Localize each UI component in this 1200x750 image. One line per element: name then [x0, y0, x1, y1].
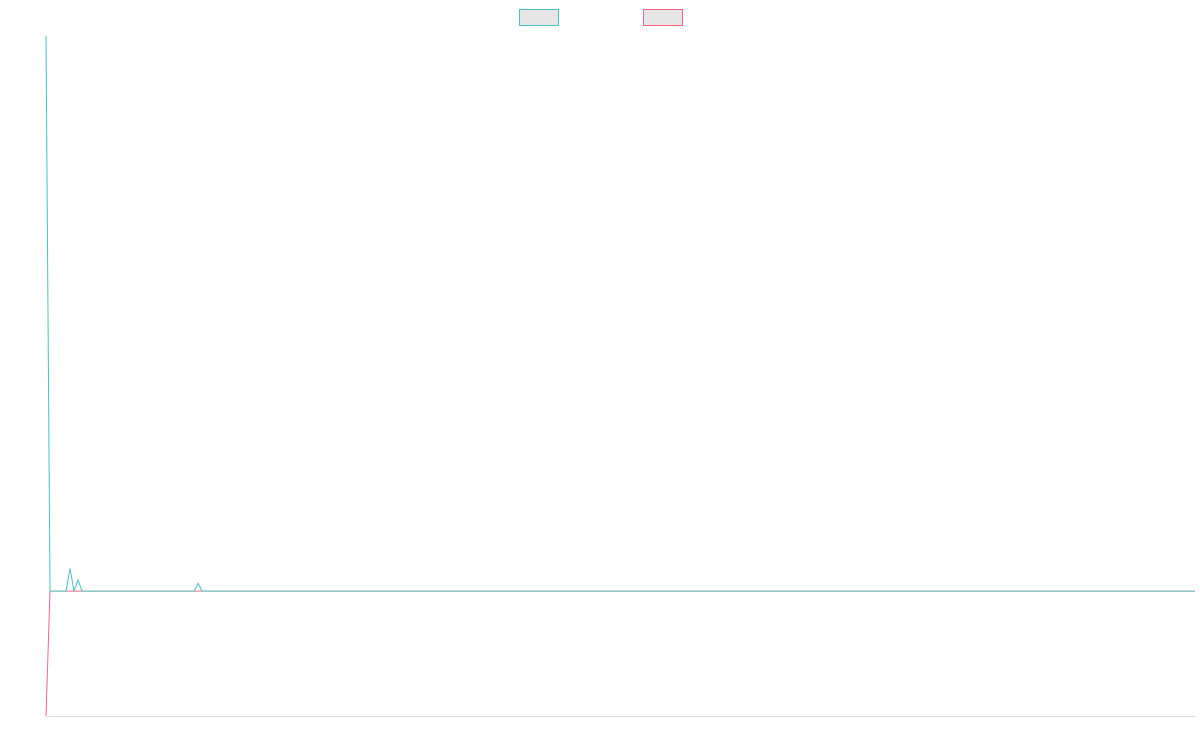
legend-swatch[interactable]: [643, 9, 683, 26]
series-line: [45, 590, 1195, 717]
legend-swatch[interactable]: [519, 9, 559, 26]
series-line: [45, 35, 1195, 594]
